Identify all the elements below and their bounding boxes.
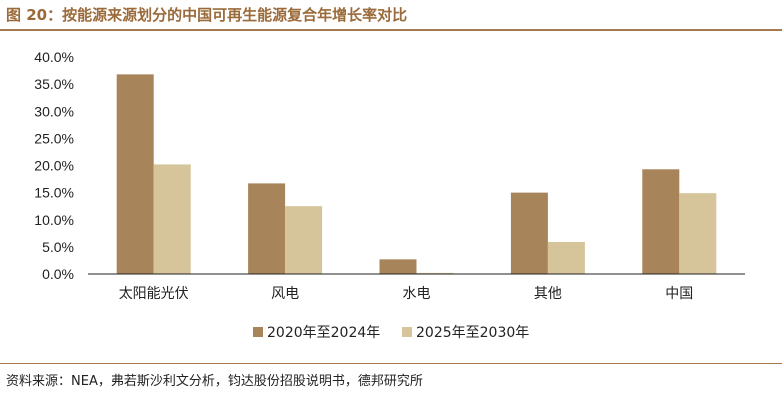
y-tick-label: 10.0% [34,212,74,228]
bar-chart: 0.0% 5.0% 10.0% 15.0% 20.0% 25.0% 30.0% 35.0% 40… [34,49,745,341]
bar-1-4 [510,192,548,274]
bar-2-2 [285,206,323,274]
y-tick-label: 35.0% [34,76,74,92]
category-label: 太阳能光伏 [119,286,189,302]
y-tick-label: 40.0% [34,49,74,65]
y-tick-label: 25.0% [34,130,74,146]
source-note: 资料来源：NEA，弗若斯沙利文分析，钧达股份招股说明书，德邦研究所 [6,374,423,389]
category-label: 中国 [665,286,693,302]
y-tick-label: 0.0% [42,266,74,282]
bar-1-2 [248,183,286,274]
legend: 2020年至2024年 2025年至2030年 [253,325,529,341]
legend-swatch-2 [402,327,412,337]
y-tick-label: 5.0% [42,239,74,255]
legend-label-1: 2020年至2024年 [267,325,380,341]
y-tick-label: 15.0% [34,185,74,201]
bar-series [116,74,717,274]
bar-2-1 [153,164,191,274]
title-rule [0,29,782,31]
bar-1-1 [116,74,154,274]
legend-swatch-1 [253,327,263,337]
bar-2-3 [416,272,454,274]
bar-1-5 [642,169,680,274]
x-axis: 太阳能光伏 风电 水电 其他 中国 [119,286,694,302]
bar-2-4 [547,241,585,274]
figure-title: 图 20：按能源来源划分的中国可再生能源复合年增长率对比 [6,6,408,24]
source-rule [0,363,782,364]
y-tick-label: 30.0% [34,103,74,119]
bar-2-5 [679,193,717,274]
y-axis: 0.0% 5.0% 10.0% 15.0% 20.0% 25.0% 30.0% 35.0% 40… [34,49,74,282]
legend-label-2: 2025年至2030年 [416,325,529,341]
category-label: 其他 [534,286,562,302]
y-tick-label: 20.0% [34,158,74,174]
category-label: 风电 [271,286,299,302]
category-label: 水电 [403,286,431,302]
bar-1-3 [379,259,417,274]
